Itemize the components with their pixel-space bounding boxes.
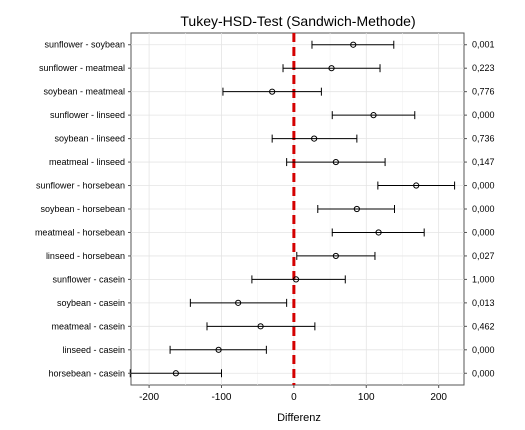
estimate-point [269,88,276,95]
category-label: soybean - casein [57,298,125,308]
category-labels: sunflower - soybean sunflower - meatmeal s… [35,40,131,378]
comparison-row [222,87,322,96]
x-tick-label: -200 [139,392,159,403]
comparison-row [206,322,316,331]
comparison-row [331,111,416,120]
comparison-row [251,275,346,284]
category-label: sunflower - horsebean [36,181,125,191]
p-value-label: 0,027 [472,251,495,261]
category-label: soybean - linseed [54,134,125,144]
p-value-label: 0,223 [472,63,495,73]
comparison-row [311,40,395,49]
comparison-row [331,228,425,237]
category-label: meatmeal - horsebean [35,227,125,237]
estimate-point [370,112,377,119]
category-label: linseed - horsebean [46,251,125,261]
x-tick-label: 200 [430,392,447,403]
category-label: horsebean - casein [48,368,125,378]
category-label: soybean - meatmeal [43,87,125,97]
p-value-label: 0,000 [472,204,495,214]
p-value-label: 0,000 [472,227,495,237]
x-tick-label: 100 [358,392,375,403]
estimate-point [350,41,357,48]
x-tick-label: 0 [291,392,297,403]
comparison-row [169,345,267,354]
x-axis-label: Differenz [277,412,321,424]
category-label: linseed - casein [62,345,125,355]
p-value-label: 0,000 [472,110,495,120]
x-axis: -200 -100 0 100 200 [139,385,447,403]
estimate-point [235,299,242,306]
estimate-point [292,276,300,283]
estimate-point [413,182,420,189]
estimate-point [332,158,339,166]
category-label: meatmeal - casein [51,321,125,331]
estimate-point [328,65,335,72]
category-label: sunflower - casein [52,274,125,284]
comparison-row [377,181,456,190]
comparison-row [271,134,358,143]
comparison-row [296,251,376,260]
category-label: sunflower - linseed [50,110,125,120]
p-value-label: 0,000 [472,368,495,378]
p-value-label: 0,013 [472,298,495,308]
estimate-point [257,323,264,330]
estimate-point [172,370,179,377]
p-value-label: 1,000 [472,274,495,284]
estimate-point [311,135,318,142]
p-value-label: 0,000 [472,181,495,191]
estimate-point [375,229,382,236]
category-label: soybean - horsebean [40,204,125,214]
comparison-row [129,369,222,378]
chart-title: Tukey-HSD-Test (Sandwich-Methode) [180,13,415,29]
p-value-label: 0,001 [472,40,495,50]
comparison-row [189,298,288,307]
estimate-point [353,205,360,213]
comparison-row [282,64,381,73]
p-value-label: 0,147 [472,157,495,167]
comparison-marks [129,40,456,378]
category-label: sunflower - meatmeal [39,63,125,73]
p-value-label: 0,776 [472,87,495,97]
p-value-label: 0,462 [472,321,495,331]
estimate-point [332,252,339,260]
comparison-row [286,158,386,167]
estimate-point [215,346,222,353]
p-value-label: 0,000 [472,345,495,355]
x-tick-label: -100 [211,392,231,403]
p-value-labels: 0,001 0,223 0,776 0,000 0,736 0,147 0,000 0,000… [464,40,495,378]
category-label: meatmeal - linseed [49,157,125,167]
p-value-label: 0,736 [472,134,495,144]
category-label: sunflower - soybean [44,40,125,50]
comparison-row [317,205,396,213]
